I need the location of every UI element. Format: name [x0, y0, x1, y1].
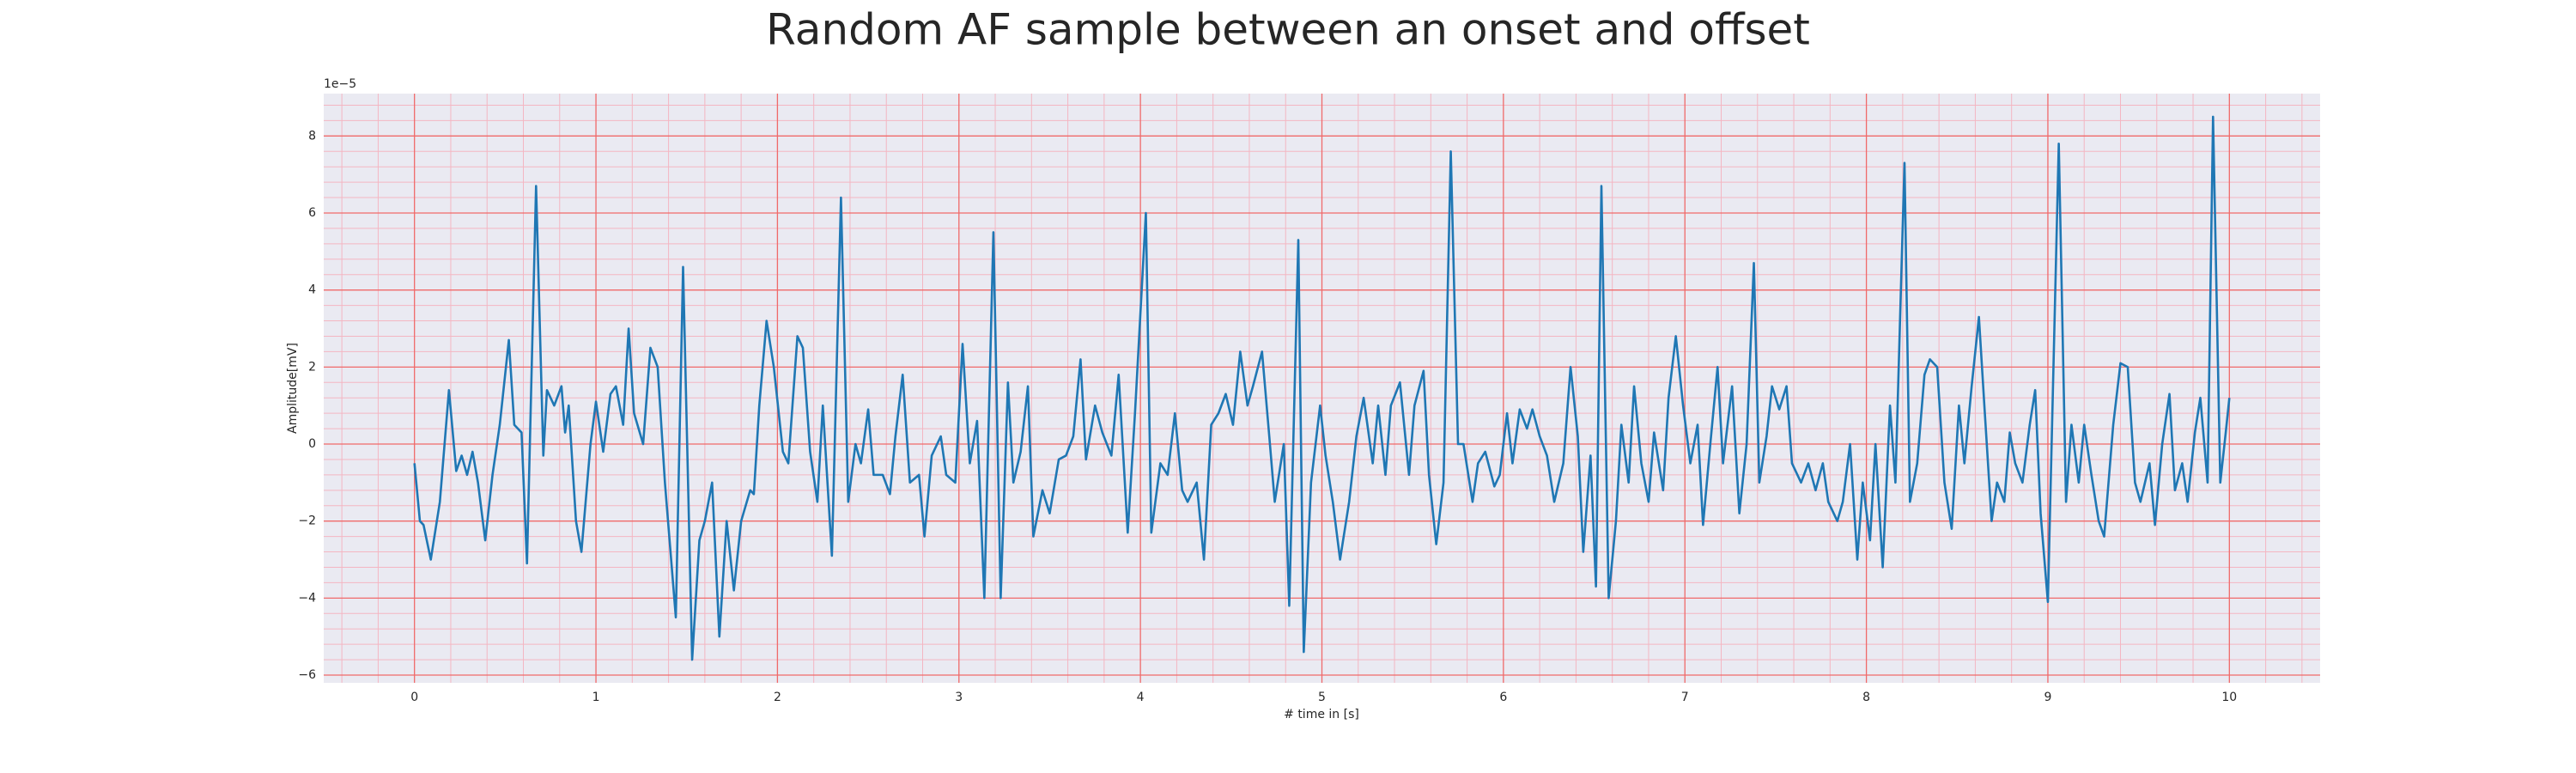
y-tick-label: −6: [298, 668, 316, 682]
x-axis-label: # time in [s]: [1284, 708, 1359, 721]
y-tick-label: 2: [308, 360, 316, 374]
y-axis-label: Amplitude[mV]: [286, 343, 300, 434]
plot-marks: [413, 115, 2231, 661]
y-tick-label: 8: [308, 129, 316, 143]
signal-line: [413, 115, 2231, 661]
y-tick-label: 0: [308, 437, 316, 451]
x-tick-label: 7: [1681, 691, 1689, 704]
x-tick-label: 10: [2221, 691, 2237, 704]
y-tick-label: −4: [298, 591, 316, 605]
x-tick-label: 8: [1862, 691, 1870, 704]
x-tick-label: 1: [592, 691, 600, 704]
y-tick-label: 6: [308, 206, 316, 220]
x-tick-label: 0: [410, 691, 418, 704]
x-tick-label: 4: [1137, 691, 1145, 704]
x-tick-label: 6: [1499, 691, 1507, 704]
y-tick-label: 4: [308, 283, 316, 297]
chart-title: Random AF sample between an onset and of…: [766, 5, 1810, 55]
x-tick-label: 9: [2044, 691, 2051, 704]
x-tick-label: 2: [774, 691, 781, 704]
y-offset-label: 1e−5: [324, 77, 356, 91]
y-tick-label: −2: [298, 514, 316, 528]
x-tick-label: 5: [1318, 691, 1326, 704]
x-tick-label: 3: [955, 691, 963, 704]
